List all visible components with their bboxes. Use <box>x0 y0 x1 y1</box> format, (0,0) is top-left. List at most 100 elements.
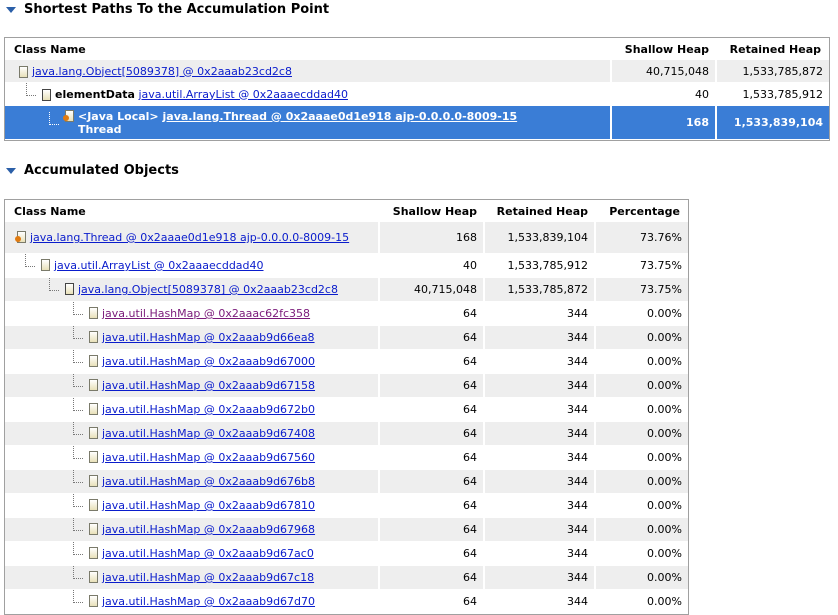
retained-heap: 344 <box>485 566 596 590</box>
column-header[interactable]: Retained Heap <box>717 38 829 60</box>
object-link[interactable]: java.util.HashMap @ 0x2aaab9d67d70 <box>102 595 316 608</box>
table-row[interactable]: java.util.HashMap @ 0x2aaab9d66ea8 64 344 0… <box>5 326 688 350</box>
accumulated-table: Class Name Shallow Heap Retained Heap Pe… <box>4 199 689 615</box>
table-row[interactable]: java.util.ArrayList @ 0x2aaaecddad40 40 1,… <box>5 254 688 278</box>
object-icon <box>89 499 98 511</box>
percentage: 73.75% <box>596 278 688 302</box>
field-name: <Java Local> <box>78 109 159 123</box>
object-icon <box>89 307 98 319</box>
table-row[interactable]: java.util.HashMap @ 0x2aaab9d67810 64 344 0… <box>5 494 688 518</box>
table-row[interactable]: java.util.HashMap @ 0x2aaab9d67968 64 344 0… <box>5 518 688 542</box>
label-text: java.util.HashMap @ 0x2aaab9d66ea8 <box>102 331 315 344</box>
class-label: java.util.HashMap @ 0x2aaab9d67ac0 <box>89 547 372 560</box>
object-icon <box>89 451 98 463</box>
section-heading[interactable]: Shortest Paths To the Accumulation Point <box>6 2 329 17</box>
object-link[interactable]: java.util.HashMap @ 0x2aaac62fc358 <box>102 307 311 320</box>
tree-line <box>73 422 83 435</box>
object-link[interactable]: java.util.HashMap @ 0x2aaab9d67ac0 <box>102 547 314 560</box>
class-cell: java.util.HashMap @ 0x2aaab9d67d70 <box>5 590 380 614</box>
section-heading[interactable]: Accumulated Objects <box>6 163 179 178</box>
object-link[interactable]: java.util.HashMap @ 0x2aaab9d67560 <box>102 451 316 464</box>
table-row[interactable]: java.lang.Thread @ 0x2aaae0d1e918 ajp-0.… <box>5 222 688 254</box>
column-header[interactable]: Class Name <box>5 38 612 60</box>
object-link[interactable]: java.util.HashMap @ 0x2aaab9d66ea8 <box>102 331 315 344</box>
object-link[interactable]: java.lang.Object[5089378] @ 0x2aaab23cd2… <box>32 64 292 78</box>
field-name: elementData <box>55 87 135 101</box>
column-header[interactable]: Percentage <box>596 200 688 222</box>
table-row[interactable]: java.util.HashMap @ 0x2aaab9d676b8 64 344 0… <box>5 470 688 494</box>
table-row[interactable]: java.util.HashMap @ 0x2aaac62fc358 64 344 0… <box>5 302 688 326</box>
object-icon <box>41 259 50 271</box>
class-label: java.util.HashMap @ 0x2aaab9d67d70 <box>89 595 372 608</box>
column-header[interactable]: Class Name <box>5 200 380 222</box>
table-row[interactable]: java.util.HashMap @ 0x2aaab9d67ac0 64 344 0… <box>5 542 688 566</box>
object-link[interactable]: java.util.HashMap @ 0x2aaab9d67810 <box>102 499 316 512</box>
object-link[interactable]: java.util.HashMap @ 0x2aaab9d67158 <box>102 379 316 392</box>
class-label: java.lang.Thread @ 0x2aaae0d1e918 ajp-0.… <box>15 231 372 244</box>
label-text: java.util.HashMap @ 0x2aaab9d67810 <box>102 499 315 512</box>
table-row[interactable]: java.util.HashMap @ 0x2aaab9d67158 64 344 0… <box>5 374 688 398</box>
object-icon <box>89 427 98 439</box>
table-row[interactable]: java.util.HashMap @ 0x2aaab9d672b0 64 344 0… <box>5 398 688 422</box>
label-text: java.util.HashMap @ 0x2aaab9d67000 <box>102 355 315 368</box>
table-row[interactable]: java.util.HashMap @ 0x2aaab9d67560 64 344 0… <box>5 446 688 470</box>
thread-icon <box>15 231 26 243</box>
column-header[interactable]: Retained Heap <box>485 200 596 222</box>
class-label: java.lang.Object[5089378] @ 0x2aaab23cd2… <box>65 283 372 296</box>
tree-line <box>73 374 83 387</box>
retained-heap: 1,533,839,104 <box>717 106 829 140</box>
table-row[interactable]: java.util.HashMap @ 0x2aaab9d67000 64 344 0… <box>5 350 688 374</box>
object-link[interactable]: java.util.HashMap @ 0x2aaab9d67408 <box>102 427 316 440</box>
shallow-heap: 64 <box>380 590 485 614</box>
class-label: java.util.HashMap @ 0x2aaab9d66ea8 <box>89 331 372 344</box>
shallow-heap: 64 <box>380 446 485 470</box>
shallow-heap: 168 <box>612 106 717 140</box>
shallow-heap: 64 <box>380 542 485 566</box>
table-row[interactable]: java.lang.Object[5089378] @ 0x2aaab23cd2… <box>5 278 688 302</box>
table-row[interactable]: java.lang.Object[5089378] @ 0x2aaab23cd2… <box>5 60 829 83</box>
tree-line <box>26 83 36 96</box>
object-link[interactable]: java.util.HashMap @ 0x2aaab9d672b0 <box>102 403 316 416</box>
class-label: java.util.HashMap @ 0x2aaab9d67408 <box>89 427 372 440</box>
object-link[interactable]: java.lang.Thread @ 0x2aaae0d1e918 ajp-0.… <box>162 109 518 123</box>
percentage: 0.00% <box>596 590 688 614</box>
object-link[interactable]: java.util.HashMap @ 0x2aaab9d676b8 <box>102 475 316 488</box>
column-header[interactable]: Shallow Heap <box>380 200 485 222</box>
object-link[interactable]: java.lang.Thread @ 0x2aaae0d1e918 ajp-0.… <box>30 231 350 244</box>
class-cell: java.util.HashMap @ 0x2aaab9d66ea8 <box>5 326 380 350</box>
percentage: 0.00% <box>596 494 688 518</box>
percentage: 0.00% <box>596 542 688 566</box>
tree-line <box>49 278 59 291</box>
tree-line <box>73 518 83 531</box>
shallow-heap: 40,715,048 <box>612 60 717 83</box>
class-label: java.util.HashMap @ 0x2aaab9d672b0 <box>89 403 372 416</box>
retained-heap: 344 <box>485 302 596 326</box>
table-row[interactable]: java.util.HashMap @ 0x2aaab9d67c18 64 344 0… <box>5 566 688 590</box>
object-link[interactable]: java.util.HashMap @ 0x2aaab9d67000 <box>102 355 316 368</box>
object-link[interactable]: java.util.ArrayList @ 0x2aaaecddad40 <box>54 259 264 272</box>
section-title: Shortest Paths To the Accumulation Point <box>24 2 330 17</box>
table-row[interactable]: java.util.HashMap @ 0x2aaab9d67408 64 344 0… <box>5 422 688 446</box>
shallow-heap: 40 <box>380 254 485 278</box>
percentage: 0.00% <box>596 518 688 542</box>
object-link[interactable]: java.util.ArrayList @ 0x2aaaecddad40 <box>138 87 348 101</box>
object-link[interactable]: java.lang.Object[5089378] @ 0x2aaab23cd2… <box>78 283 338 296</box>
tree-line <box>73 302 83 315</box>
paths-table: Class Name Shallow Heap Retained Heap ja… <box>4 37 830 141</box>
retained-heap: 344 <box>485 470 596 494</box>
label-text: java.util.HashMap @ 0x2aaab9d67560 <box>102 451 315 464</box>
column-header[interactable]: Shallow Heap <box>612 38 717 60</box>
object-link[interactable]: java.util.HashMap @ 0x2aaab9d67c18 <box>102 571 315 584</box>
label-text: java.util.HashMap @ 0x2aaab9d672b0 <box>102 403 315 416</box>
tree-line <box>25 254 35 267</box>
class-cell: java.lang.Object[5089378] @ 0x2aaab23cd2… <box>5 60 612 83</box>
tree-line <box>73 446 83 459</box>
table-row[interactable]: elementData java.util.ArrayList @ 0x2aaa… <box>5 83 829 106</box>
object-icon <box>89 547 98 559</box>
retained-heap: 344 <box>485 350 596 374</box>
object-link[interactable]: java.util.HashMap @ 0x2aaab9d67968 <box>102 523 316 536</box>
percentage: 0.00% <box>596 446 688 470</box>
table-row[interactable]: java.util.HashMap @ 0x2aaab9d67d70 64 344 0… <box>5 590 688 614</box>
percentage: 0.00% <box>596 302 688 326</box>
selected-row[interactable]: <Java Local> java.lang.Thread @ 0x2aaae0… <box>5 106 829 140</box>
